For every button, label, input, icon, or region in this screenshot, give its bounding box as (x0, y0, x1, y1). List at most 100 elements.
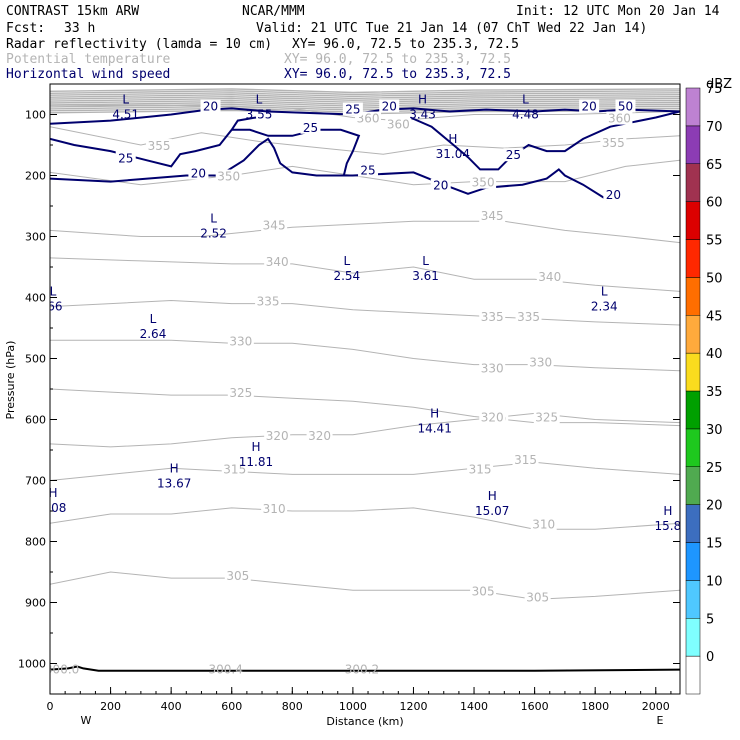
theta-label-bg (479, 209, 506, 223)
theta-label-bg (470, 175, 497, 189)
extremum-value: 13.67 (157, 477, 191, 491)
theta-label: 310 (532, 517, 555, 531)
theta-contour-335 (50, 299, 680, 326)
wind-label-bg (579, 99, 600, 113)
low-marker: L (122, 92, 129, 106)
colorbar-level-label: 5 (706, 612, 714, 627)
high-marker: H (448, 132, 457, 146)
theta-label-bg (227, 386, 254, 400)
low-marker: L (50, 285, 57, 299)
theta-label-bg (261, 218, 288, 232)
y-tick-label: 300 (25, 231, 46, 244)
theta-label: 360 (608, 112, 631, 126)
extremum-value: 31.04 (436, 147, 470, 161)
x-tick-label: 1400 (460, 700, 488, 713)
colorbar-swatch (685, 390, 701, 430)
theta-label-bg (533, 410, 560, 424)
theta-label-bg (479, 309, 506, 323)
field-wind-xy: XY= 96.0, 72.5 to 235.3, 72.5 (284, 67, 511, 82)
theta-label-bg (479, 410, 506, 424)
colorbar-swatch (685, 277, 701, 316)
field-wind-name: Horizontal wind speed (6, 67, 170, 82)
theta-label-bg (264, 428, 291, 442)
y-tick-label: 400 (25, 292, 46, 305)
surface-theta-label: 300.0 (45, 663, 79, 677)
colorbar-level-label: 30 (706, 423, 723, 438)
x-end-east: E (657, 714, 664, 727)
wind-label: 50 (618, 99, 633, 113)
theta-contour-310 (50, 507, 680, 530)
theta-upper-contour (50, 97, 680, 104)
colorbar-level-label: 70 (706, 120, 723, 135)
theta-contour-325 (50, 388, 680, 427)
colorbar-level-label: 35 (706, 385, 723, 400)
wind-label: 25 (506, 148, 521, 162)
theta-label: 355 (602, 136, 625, 150)
colorbar-swatch (685, 580, 701, 619)
theta-label-bg (215, 169, 242, 183)
colorbar-level-label: 45 (706, 309, 723, 324)
colorbar-level-label: 25 (706, 461, 723, 476)
wind-label: 20 (581, 99, 596, 113)
colorbar-swatch (685, 163, 701, 202)
theta-label: 315 (223, 462, 246, 476)
theta-label-bg (385, 117, 412, 131)
fcst-label: Fcst: (6, 21, 45, 36)
colorbar-level-label: 40 (706, 347, 723, 362)
wind-label: 20 (606, 188, 621, 202)
theta-contour-320 (50, 412, 680, 448)
colorbar-swatch (685, 655, 701, 695)
theta-label-bg (606, 111, 633, 125)
colorbar-unit: dBZ (706, 77, 732, 92)
x-tick-label: 2000 (642, 700, 670, 713)
theta-label: 360 (387, 118, 410, 132)
terrain-line (50, 665, 680, 672)
theta-label: 335 (257, 295, 280, 309)
wind-label-bg (358, 163, 379, 177)
wind-label-bg (603, 187, 624, 201)
theta-upper-contour (50, 90, 680, 96)
y-tick-label: 600 (25, 414, 46, 427)
field-reflectivity-xy: XY= 96.0, 72.5 to 235.3, 72.5 (292, 37, 519, 52)
theta-label: 305 (526, 590, 549, 604)
y-tick-label: 900 (25, 597, 46, 610)
high-marker: H (430, 407, 439, 421)
init-time: Init: 12 UTC Mon 20 Jan 14 (516, 4, 720, 19)
surface-theta-label: 300.2 (345, 663, 379, 677)
theta-label-bg (227, 334, 254, 348)
extremum-value: .66 (43, 300, 62, 314)
theta-upper-contour (50, 88, 680, 94)
theta-label-bg (264, 254, 291, 268)
x-tick-label: 400 (161, 700, 182, 713)
theta-contour-305 (50, 571, 680, 600)
high-marker: H (418, 92, 427, 106)
center-name: NCAR/MMM (242, 4, 305, 19)
extremum-value: 3.61 (412, 269, 439, 283)
theta-label: 350 (217, 170, 240, 184)
y-tick-label: 1000 (18, 658, 46, 671)
theta-label-bg (600, 136, 627, 149)
colorbar-swatch (685, 352, 701, 392)
colorbar-swatch (685, 315, 701, 354)
colorbar-level-label: 75 (706, 82, 723, 97)
surface-theta-label: 300.4 (208, 663, 242, 677)
colorbar-level-label: 15 (706, 537, 723, 552)
theta-label: 320 (481, 411, 504, 425)
wind-label-bg (200, 99, 221, 113)
extremum-value: 2.64 (140, 327, 167, 341)
low-marker: L (422, 254, 429, 268)
theta-label-bg (255, 294, 282, 308)
x-tick-label: 1800 (581, 700, 609, 713)
theta-label-bg (261, 502, 288, 515)
field-reflectivity-name: Radar reflectivity (lamda = 10 cm) (6, 37, 272, 52)
high-marker: H (170, 462, 179, 476)
colorbar-level-label: 55 (706, 234, 723, 249)
wind-label-bg (115, 151, 136, 165)
theta-contour-330 (50, 339, 680, 372)
theta-contour-355 (50, 126, 680, 155)
x-tick-label: 1600 (521, 700, 549, 713)
wind-label: 25 (360, 163, 375, 177)
theta-upper-contour (50, 95, 680, 102)
model-name: CONTRAST 15km ARW (6, 4, 139, 19)
